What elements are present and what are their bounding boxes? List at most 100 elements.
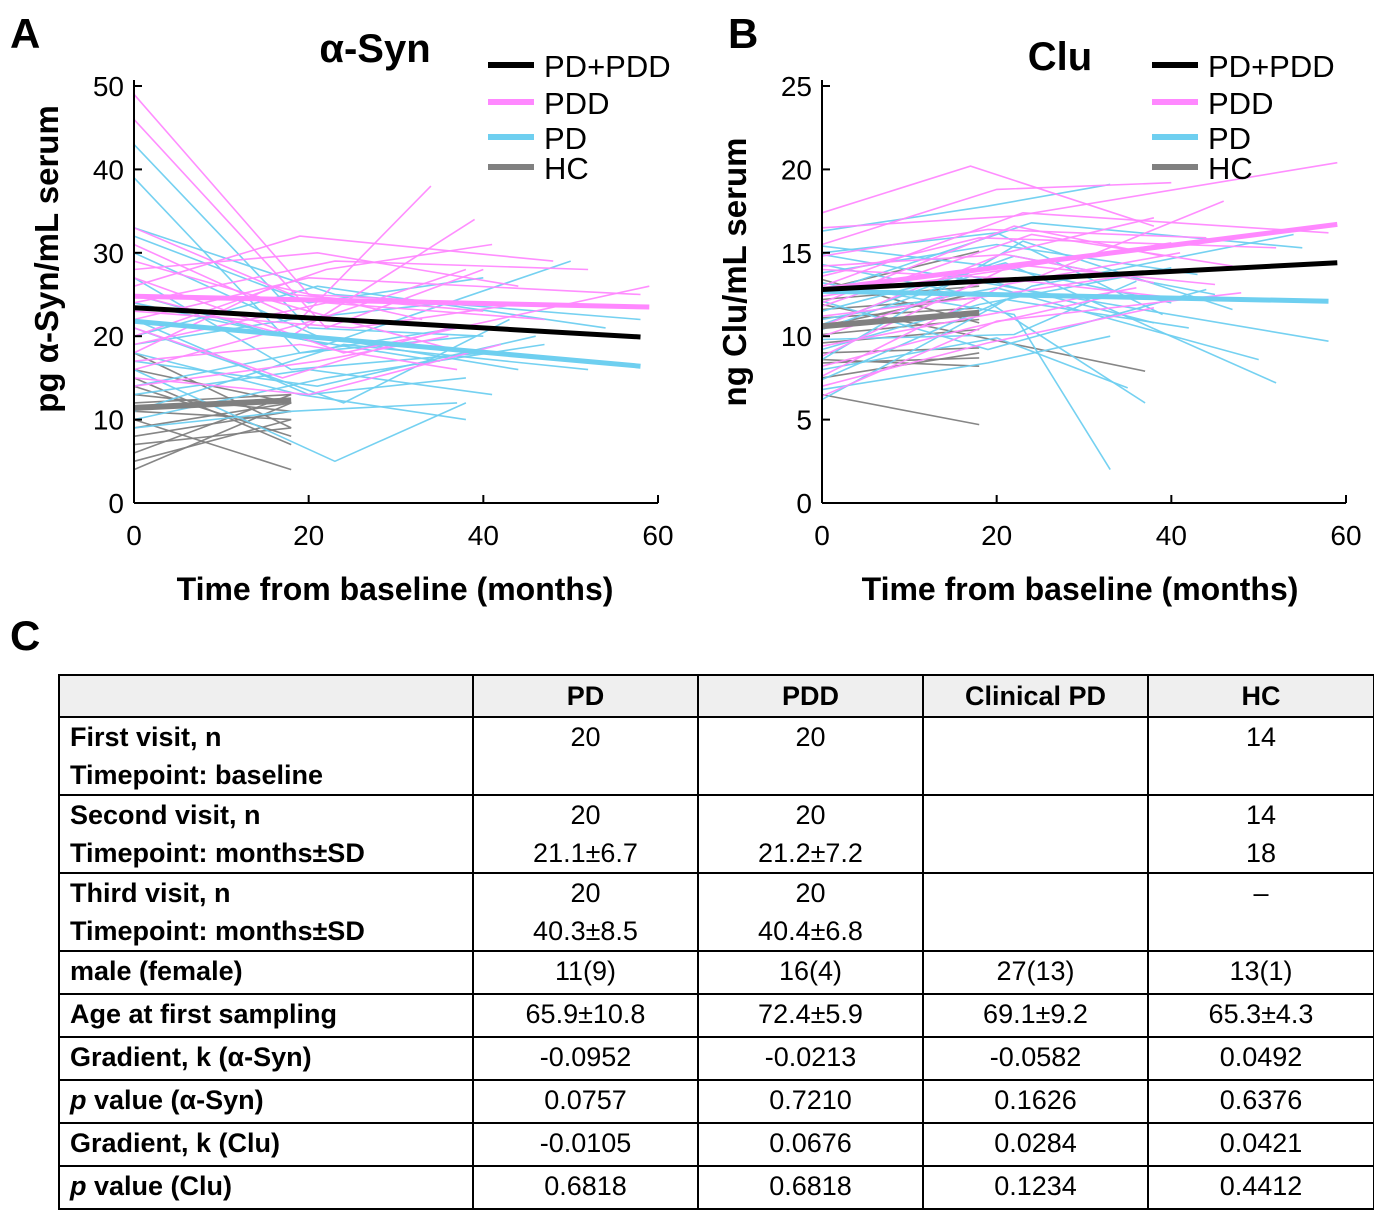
trajectory-pdd-16 — [133, 235, 554, 287]
cell-value: 40.4±6.8 — [758, 916, 863, 946]
cell-value: -0.0213 — [764, 1042, 857, 1072]
table-cell: 0.0757 — [472, 1079, 699, 1124]
y-tick-label: 10 — [781, 321, 812, 352]
cell-value: 20 — [795, 800, 826, 830]
table-cell — [922, 794, 1149, 874]
figure-panels: A α-Syn pg α-Syn/mL serum Time from base… — [10, 10, 1362, 659]
trajectory-hc-8 — [133, 402, 292, 429]
table-row: Age at first sampling 65.9±10.8 72.4±5.9 69… — [58, 993, 1374, 1038]
summary-table: PD PDD Clinical PD HC First visit, n Time… — [58, 674, 1374, 1210]
row-label-line: Age at first sampling — [70, 999, 338, 1029]
row-label-line: male (female) — [70, 956, 243, 986]
cell-value: 0.6376 — [1219, 1085, 1303, 1115]
panel-c-letter: C — [10, 612, 40, 659]
y-tick-label: 0 — [108, 488, 124, 519]
legend-label: HC — [1208, 151, 1253, 186]
table-row: First visit, n Timepoint: baseline 20 20 14 — [58, 716, 1374, 796]
y-tick-label: 15 — [781, 238, 812, 269]
trajectory-pd-19 — [133, 352, 467, 421]
table-cell: 14 — [1147, 716, 1374, 796]
table-cell: 72.4±5.9 — [697, 993, 924, 1038]
trajectory-pd-1 — [821, 183, 1111, 232]
row-label-line: Gradient, k (Clu) — [70, 1128, 281, 1158]
table-cell: 65.9±10.8 — [472, 993, 699, 1038]
cell-value: 21.1±6.7 — [533, 838, 638, 868]
row-label-line: Timepoint: months±SD — [70, 916, 365, 946]
table-cell: 13(1) — [1147, 950, 1374, 995]
y-tick-label: 20 — [93, 321, 124, 352]
header-cell-empty — [58, 674, 474, 718]
table-cell: 0.0676 — [697, 1122, 924, 1167]
table-cell: 20 — [697, 716, 924, 796]
row-label: Age at first sampling — [58, 993, 474, 1038]
y-tick-label: 25 — [781, 71, 812, 102]
table-cell: 20 21.1±6.7 — [472, 794, 699, 874]
trajectory-hc-11 — [821, 393, 980, 426]
trajectory-hc-8 — [821, 347, 980, 354]
table-cell: 0.0492 — [1147, 1036, 1374, 1081]
table-cell: -0.0105 — [472, 1122, 699, 1167]
cell-value: 27(13) — [996, 956, 1075, 986]
x-tick-label: 0 — [814, 520, 830, 551]
row-label-line: Timepoint: baseline — [70, 760, 324, 790]
cell-value: -0.0582 — [989, 1042, 1082, 1072]
cell-value: 0.0421 — [1219, 1128, 1303, 1158]
cell-value: 69.1±9.2 — [983, 999, 1088, 1029]
panel-a-title: α-Syn — [319, 27, 430, 71]
header-cell-clinical-pd: Clinical PD — [922, 674, 1149, 718]
legend-label: PD+PDD — [1208, 49, 1335, 84]
regression-line-pdd — [133, 293, 650, 310]
legend-label: PDD — [544, 86, 609, 121]
legend-label: PD — [1208, 121, 1251, 156]
cell-value: 20 — [795, 722, 826, 752]
cell-value: 14 — [1245, 800, 1277, 830]
cell-value: 40.3±8.5 — [533, 916, 638, 946]
table-row: Gradient, k (α-Syn) -0.0952 -0.0213 -0.0582… — [58, 1036, 1374, 1081]
trajectory-pdd-14 — [133, 227, 484, 312]
row-label: First visit, n Timepoint: baseline — [58, 716, 474, 796]
table-cell — [922, 872, 1149, 952]
cell-value: 0.0492 — [1219, 1042, 1303, 1072]
row-label-line: p value (α-Syn) — [70, 1085, 264, 1115]
regression-line-pd — [821, 288, 1329, 304]
y-tick-label: 50 — [93, 71, 124, 102]
table-cell: 16(4) — [697, 950, 924, 995]
y-tick-label: 40 — [93, 154, 124, 185]
table-row: Gradient, k (Clu) -0.0105 0.0676 0.0284 0.04… — [58, 1122, 1374, 1167]
cell-value: 21.2±7.2 — [758, 838, 863, 868]
panel-b-xlabel: Time from baseline (months) — [862, 571, 1299, 607]
trajectory-hc-14 — [133, 377, 292, 446]
row-label: Gradient, k (Clu) — [58, 1122, 474, 1167]
row-label-line: Gradient, k (α-Syn) — [70, 1042, 312, 1072]
regression-line-pd-pdd — [133, 305, 641, 340]
trajectory-pd-15 — [133, 402, 458, 429]
table-cell: 0.0284 — [922, 1122, 1149, 1167]
x-tick-label: 20 — [981, 520, 1012, 551]
row-label-line: p value (Clu) — [70, 1171, 233, 1201]
table-cell: 0.7210 — [697, 1079, 924, 1124]
trajectory-pd-18 — [133, 285, 606, 337]
legend-label: HC — [544, 151, 589, 186]
cell-value: 20 — [570, 800, 601, 830]
trajectory-pd-15 — [821, 337, 1128, 389]
row-label-line: First visit, n — [70, 722, 222, 752]
trajectory-pd-5 — [821, 243, 1198, 276]
trajectory-pd-13 — [821, 267, 1172, 351]
row-label: male (female) — [58, 950, 474, 995]
regression-line-pd — [133, 318, 641, 369]
table-cell: -0.0213 — [697, 1036, 924, 1081]
trajectory-pd-16 — [133, 235, 484, 304]
table-cell: -0.0952 — [472, 1036, 699, 1081]
cell-value: 16(4) — [778, 956, 843, 986]
table-cell: 0.4412 — [1147, 1165, 1374, 1210]
cell-value: -0.0952 — [539, 1042, 632, 1072]
row-label-line: Timepoint: months±SD — [70, 838, 365, 868]
legend-label: PD — [544, 121, 587, 156]
trajectory-pdd-4 — [821, 228, 1207, 257]
x-tick-label: 40 — [1156, 520, 1187, 551]
table-cell: 0.1234 — [922, 1165, 1149, 1210]
table-row: p value (α-Syn) 0.0757 0.7210 0.1626 0.6376 — [58, 1079, 1374, 1124]
table-cell: 0.6818 — [697, 1165, 924, 1210]
legend-label: PDD — [1208, 86, 1273, 121]
row-label: Second visit, n Timepoint: months±SD — [58, 794, 474, 874]
